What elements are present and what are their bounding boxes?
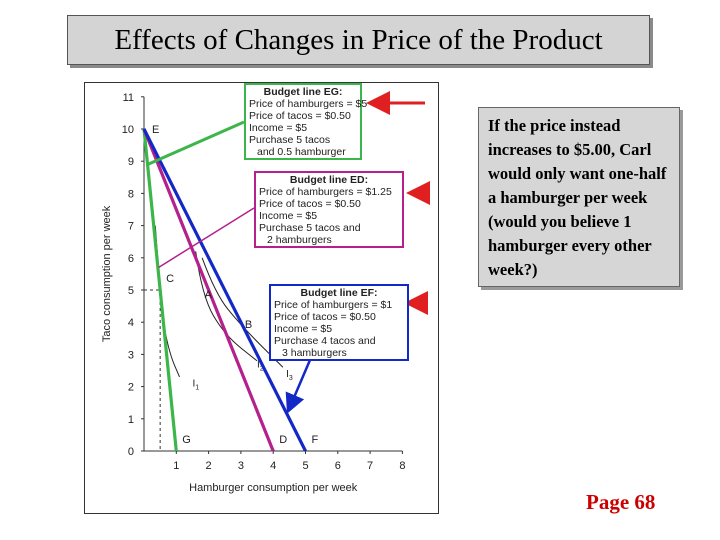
page-number: Page 68 [586, 490, 656, 514]
budget-box-ef-line: Income = $5 [274, 323, 333, 335]
y-tick-label: 4 [128, 317, 134, 329]
slide-title: Effects of Changes in Price of the Produ… [114, 23, 603, 56]
note-text: If the price instead increases to $5.00,… [488, 116, 667, 279]
budget-box-ed-line: Income = $5 [259, 210, 318, 222]
curve-label-i3: I3 [286, 369, 293, 382]
y-tick-label: 8 [128, 188, 134, 200]
budget-box-ed-line: Price of hamburgers = $1.25 [259, 186, 392, 198]
budget-box-ed-title: Budget line ED: [289, 174, 369, 186]
budget-box-ef-line: 3 hamburgers [282, 347, 347, 359]
budget-line-ef [142, 128, 307, 452]
curve-label-i2: I2 [257, 359, 264, 372]
y-tick-label: 7 [128, 221, 134, 233]
x-tick-label: 3 [238, 460, 244, 472]
budget-box-ed-line: Price of tacos = $0.50 [259, 198, 361, 210]
curve-label-i1: I1 [192, 379, 199, 392]
point-label-f: F [312, 434, 319, 446]
budget-box-eg-title: Budget line EG: [263, 86, 343, 98]
indifference-curve-i2 [195, 251, 258, 362]
budget-box-ef-title: Budget line EF: [300, 287, 378, 299]
budget-box-ef-line: Price of hamburgers = $1 [274, 299, 393, 311]
connector-ed [158, 207, 255, 269]
y-tick-label: 5 [128, 285, 134, 297]
title-box: Effects of Changes in Price of the Produ… [67, 15, 650, 65]
budget-box-ef: Budget line EF: Price of hamburgers = $1… [269, 284, 409, 361]
x-tick-label: 7 [367, 460, 373, 472]
budget-box-eg-line: Purchase 5 tacos [249, 134, 331, 146]
connector-ef-arrow [285, 359, 312, 414]
point-label-c: C [166, 273, 174, 285]
budget-box-eg: Budget line EG: Price of hamburgers = $5… [244, 83, 368, 160]
budget-line-eg [142, 128, 178, 452]
budget-box-ed-line: 2 hamburgers [267, 234, 332, 246]
indifference-curve-i3 [201, 257, 284, 368]
x-tick-label: 4 [270, 460, 276, 472]
y-tick-label: 2 [128, 382, 134, 394]
x-axis-label: Hamburger consumption per week [189, 482, 358, 494]
budget-box-ef-line: Price of tacos = $0.50 [274, 311, 376, 323]
y-tick-label: 0 [128, 446, 134, 458]
budget-box-ed-line: Purchase 5 tacos and [259, 222, 361, 234]
y-tick-label: 10 [122, 124, 134, 136]
y-tick-label: 6 [128, 253, 134, 265]
x-tick-label: 2 [206, 460, 212, 472]
x-tick-label: 5 [302, 460, 308, 472]
y-tick-label: 3 [128, 349, 134, 361]
point-label-g: G [182, 434, 191, 446]
budget-box-eg-line: and 0.5 hamburger [257, 146, 346, 158]
x-tick-label: 1 [173, 460, 179, 472]
y-tick-label: 11 [123, 92, 134, 104]
y-tick-label: 1 [128, 414, 134, 426]
point-label-b: B [245, 319, 252, 331]
y-tick-label: 9 [128, 156, 134, 168]
budget-box-ed: Budget line ED: Price of hamburgers = $1… [254, 171, 404, 248]
point-label-d: D [279, 434, 287, 446]
x-tick-label: 8 [399, 460, 405, 472]
x-tick-label: 6 [335, 460, 341, 472]
budget-box-eg-line: Income = $5 [249, 122, 308, 134]
budget-box-ef-line: Purchase 4 tacos and [274, 335, 376, 347]
point-label-e: E [152, 124, 159, 136]
budget-box-eg-line: Price of hamburgers = $5 [249, 98, 368, 110]
connector-eg [147, 120, 245, 166]
budget-box-eg-line: Price of tacos = $0.50 [249, 110, 351, 122]
y-axis-label: Taco consumption per week [101, 205, 113, 342]
note-box: If the price instead increases to $5.00,… [478, 107, 680, 287]
point-label-a: A [205, 289, 213, 301]
budget-line-ed [142, 128, 275, 452]
